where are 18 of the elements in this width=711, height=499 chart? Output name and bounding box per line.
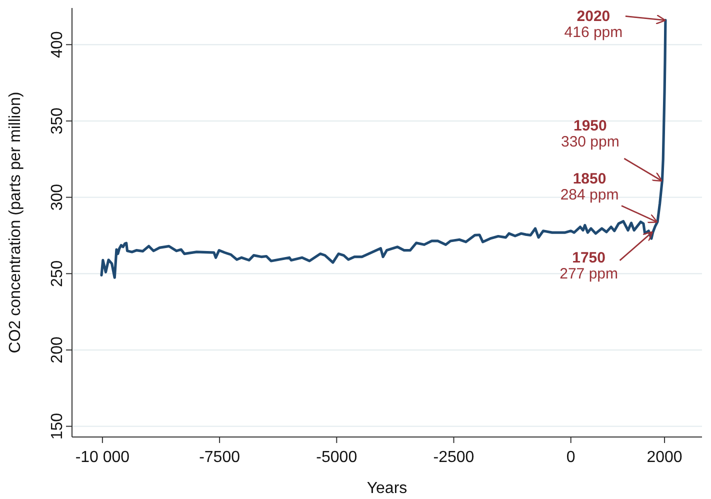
annotation: 1850 284 ppm xyxy=(560,170,619,204)
x-tick-label: -10 000 xyxy=(75,449,130,466)
x-tick-label: 0 xyxy=(566,449,576,466)
y-axis-title: CO2 concentration (parts per million) xyxy=(7,92,24,354)
y-tick-label: 350 xyxy=(49,108,66,134)
y-tick-label: 150 xyxy=(49,412,66,440)
x-tick-label: -5000 xyxy=(316,449,358,466)
x-axis-title: Years xyxy=(366,480,408,497)
y-tick-label: 400 xyxy=(49,31,66,58)
y-tick-label: 200 xyxy=(49,336,66,364)
y-tick-label: 300 xyxy=(49,184,66,211)
annotation: 1950 330 ppm xyxy=(561,118,620,151)
x-tick-label: 2000 xyxy=(646,449,682,466)
x-tick-label: -2500 xyxy=(433,449,474,466)
y-tick-label: 250 xyxy=(49,260,66,287)
x-tick-label: -7500 xyxy=(199,449,240,466)
annotation: 1750 277 ppm xyxy=(560,249,618,282)
annotation: 2020 416 ppm xyxy=(564,8,623,42)
